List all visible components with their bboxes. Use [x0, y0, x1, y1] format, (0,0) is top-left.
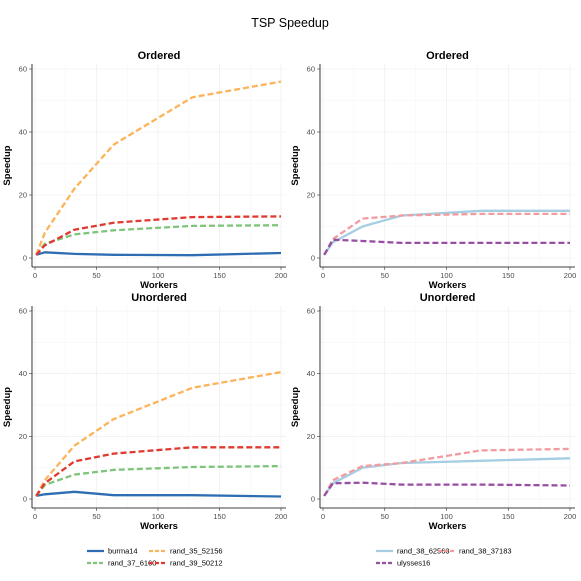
grid-lines — [320, 64, 575, 267]
x-tick-label: 200 — [275, 271, 288, 280]
grid-lines — [32, 306, 286, 508]
legend-item: burma14 — [87, 547, 138, 556]
y-tick-label: 60 — [19, 65, 27, 74]
x-tick-label: 100 — [440, 512, 453, 521]
y-axis-title: Speedup — [290, 145, 301, 185]
x-tick-label: 200 — [564, 512, 577, 521]
x-tick-label: 0 — [321, 271, 325, 280]
y-tick-label: 60 — [307, 65, 315, 74]
legend-item: ulysses16 — [376, 559, 430, 568]
y-tick-label: 20 — [307, 191, 315, 200]
series-line-burma14 — [35, 251, 282, 257]
legend-label: rand_38_62563 — [397, 547, 450, 556]
legend-item: rand_38_37183 — [438, 547, 512, 556]
x-axis-title: Workers — [140, 521, 178, 532]
x-tick-label: 0 — [321, 512, 325, 521]
x-tick-label: 150 — [502, 512, 515, 521]
chart-panel-3: 0 20 40 60 0 50 100 150 200 Unordered Workers Speed… — [2, 292, 287, 532]
y-tick-label: 0 — [311, 495, 315, 504]
series-line-rand_35_52156 — [35, 370, 282, 497]
series-line-rand_38_62563 — [323, 457, 571, 497]
x-tick-label: 0 — [33, 271, 37, 280]
legend-right: rand_38_62563 rand_38_37183 ulysses16 — [376, 547, 512, 568]
panel-title: Unordered — [131, 292, 187, 304]
x-tick-label: 100 — [152, 512, 165, 521]
x-tick-label: 150 — [502, 271, 515, 280]
y-tick-label: 60 — [307, 307, 315, 316]
panel-title: Ordered — [426, 50, 469, 62]
legend-label: rand_39_50212 — [170, 559, 223, 568]
legend-label: rand_38_37183 — [459, 547, 512, 556]
y-tick-label: 20 — [19, 191, 27, 200]
x-tick-label: 100 — [440, 271, 453, 280]
legend-item: rand_39_50212 — [149, 559, 223, 568]
grid-lines — [32, 64, 286, 267]
series-line-burma14 — [35, 490, 282, 498]
legend-item: rand_35_52156 — [149, 547, 223, 556]
x-tick-label: 150 — [213, 271, 226, 280]
y-tick-label: 20 — [307, 432, 315, 441]
y-axis-title: Speedup — [2, 387, 13, 427]
series-line-rand_38_62563 — [323, 209, 570, 256]
panel-title: Ordered — [138, 50, 181, 62]
legend-item: rand_38_62563 — [376, 547, 450, 556]
x-tick-label: 100 — [152, 271, 165, 280]
chart-panel-1: 0 20 40 60 0 50 100 150 200 Ordered Workers Speedup — [2, 50, 287, 291]
y-tick-label: 40 — [19, 128, 27, 137]
x-tick-label: 0 — [33, 512, 37, 521]
chart-panel-4: 0 20 40 60 0 50 100 150 200 Unordered Workers Speed… — [290, 292, 576, 532]
legend-item: rand_37_6160 — [87, 559, 156, 568]
y-axis-title: Speedup — [290, 387, 301, 427]
legend-label: rand_35_52156 — [170, 547, 223, 556]
x-tick-label: 200 — [275, 512, 288, 521]
x-tick-label: 50 — [381, 512, 389, 521]
series-line-rand_39_50212 — [35, 215, 282, 256]
series-line-rand_35_52156 — [35, 80, 282, 256]
chart-panel-2: 0 20 40 60 0 50 100 150 200 Ordered Workers Speedup — [290, 50, 576, 291]
y-tick-label: 0 — [311, 254, 315, 263]
figure-title: TSP Speedup — [251, 16, 329, 30]
y-tick-label: 0 — [23, 495, 27, 504]
y-tick-label: 40 — [19, 369, 27, 378]
x-tick-label: 200 — [564, 271, 577, 280]
grid-lines — [320, 306, 575, 508]
y-tick-label: 40 — [307, 369, 315, 378]
x-tick-label: 150 — [213, 512, 226, 521]
legend-label: burma14 — [108, 547, 138, 556]
panel-title: Unordered — [420, 292, 476, 304]
series-line-rand_37_6160 — [35, 224, 282, 256]
x-tick-label: 50 — [92, 271, 100, 280]
series-line-ulysses16 — [323, 238, 570, 256]
series-line-ulysses16 — [323, 481, 571, 497]
y-tick-label: 60 — [19, 307, 27, 316]
y-tick-label: 0 — [23, 254, 27, 263]
x-tick-label: 50 — [92, 512, 100, 521]
legend-left: burma14 rand_35_52156 rand_37_6160 rand_39_… — [87, 547, 223, 568]
x-axis-title: Workers — [140, 280, 178, 291]
x-tick-label: 50 — [381, 271, 389, 280]
chart-legends: burma14 rand_35_52156 rand_37_6160 rand_39_… — [87, 547, 512, 568]
y-axis-title: Speedup — [2, 145, 13, 185]
x-axis-title: Workers — [429, 280, 467, 291]
legend-label: ulysses16 — [397, 559, 430, 568]
x-axis-title: Workers — [429, 521, 467, 532]
y-tick-label: 20 — [19, 432, 27, 441]
series-line-rand_38_37183 — [323, 447, 571, 497]
legend-label: rand_37_6160 — [108, 559, 156, 568]
series-line-rand_38_37183 — [323, 212, 570, 256]
series-line-rand_39_50212 — [35, 446, 281, 497]
y-tick-label: 40 — [307, 128, 315, 137]
